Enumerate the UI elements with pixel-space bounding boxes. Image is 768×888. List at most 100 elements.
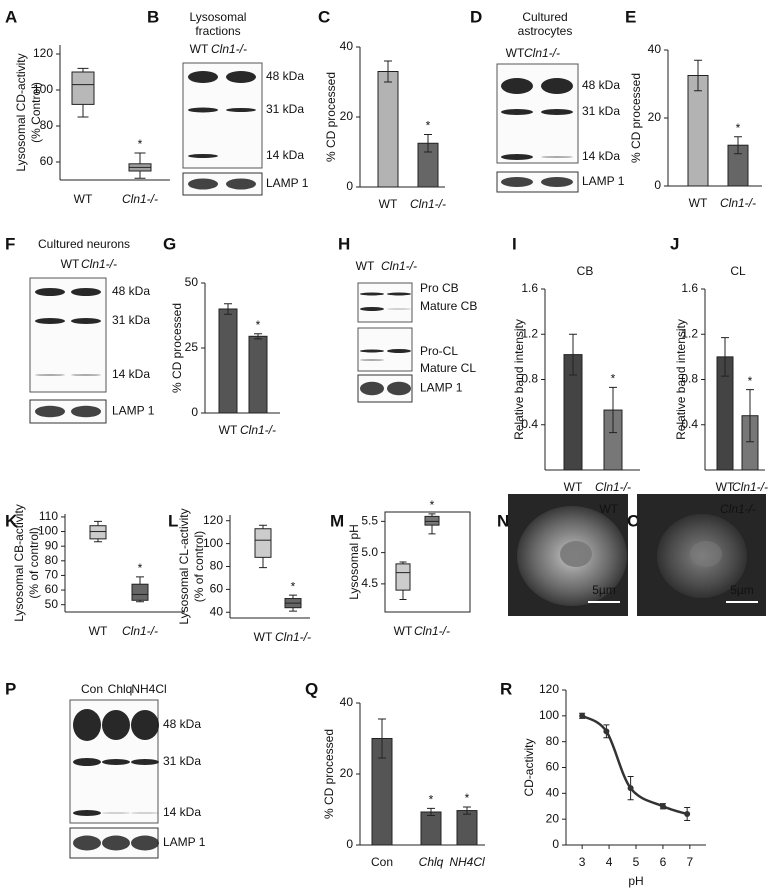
band	[360, 292, 384, 296]
loading-band	[501, 177, 533, 187]
y-axis-label: Lysosomal CB-activity	[12, 504, 26, 622]
lane-label: Con	[81, 682, 103, 696]
x-tick-label: WT	[689, 196, 708, 210]
y-tick-label: 0	[346, 837, 353, 851]
band	[501, 109, 533, 115]
x-tick-label: 7	[687, 855, 694, 869]
band	[226, 108, 256, 112]
y-tick-label: 120	[33, 46, 53, 60]
error-bar	[384, 60, 392, 83]
y-tick-label: 1.2	[521, 326, 538, 340]
y-tick-label: 4.5	[361, 576, 378, 590]
loading-band	[360, 381, 384, 396]
band	[360, 349, 384, 353]
band-label: 48 kDa	[266, 69, 304, 83]
panel-letter: J	[670, 234, 679, 253]
x-tick-label: WT	[564, 480, 583, 494]
y-tick-label: 100	[33, 82, 53, 96]
y-axis-label: % CD processed	[322, 729, 336, 819]
lane-label: Cln1-/-	[81, 257, 117, 271]
band	[131, 710, 159, 740]
loading-band	[226, 178, 256, 190]
y-tick-label: 0	[654, 178, 661, 192]
y-tick-label: 20	[340, 766, 354, 780]
annotation: *	[138, 137, 143, 151]
loading-band	[73, 835, 101, 851]
x-tick-label: WT	[89, 624, 108, 638]
panel-letter: O	[627, 511, 640, 530]
band	[226, 71, 256, 83]
panel-letter: L	[168, 511, 178, 530]
x-tick-label: WT	[254, 630, 273, 644]
blot-frame	[357, 282, 413, 323]
band	[188, 71, 218, 83]
lane-label: WT	[356, 259, 375, 273]
panel-letter: A	[5, 7, 17, 26]
lane-label: WT	[506, 46, 525, 60]
band-label: 14 kDa	[582, 149, 620, 163]
y-tick-label: 5.0	[361, 545, 378, 559]
band-label: 14 kDa	[266, 148, 304, 162]
image-label: Cln1-/-	[720, 502, 756, 516]
y-axis-label: % CD processed	[324, 72, 338, 162]
band	[387, 349, 411, 353]
x-tick-label: Cln1-/-	[122, 192, 158, 206]
band-label: 31 kDa	[582, 104, 620, 118]
band	[387, 308, 411, 310]
error-bar	[734, 136, 742, 155]
blot-title: Cultured neurons	[38, 237, 130, 251]
image-label: WT	[599, 502, 618, 516]
lane-label: NH4Cl	[131, 682, 166, 696]
scale-bar-label: 5µm	[592, 583, 616, 597]
panel-letter: P	[5, 679, 16, 698]
x-axis-label: pH	[628, 874, 643, 888]
bar	[248, 335, 268, 414]
point	[603, 728, 610, 735]
lane-label: Cln1-/-	[524, 46, 560, 60]
annotation: *	[256, 318, 261, 332]
bar	[218, 308, 238, 414]
loading-band	[71, 405, 101, 418]
y-tick-label: 60	[210, 582, 224, 596]
loading-label: LAMP 1	[266, 176, 309, 190]
blot-title: Cultured	[522, 10, 567, 24]
band-label: Mature CB	[420, 299, 477, 313]
annotation: *	[138, 561, 143, 575]
y-tick-label: 0.4	[521, 417, 538, 431]
blot-title: astrocytes	[518, 24, 573, 38]
band	[501, 78, 533, 94]
x-tick-label: WT	[716, 480, 735, 494]
band-label: 31 kDa	[112, 313, 150, 327]
y-axis-label: Lysosomal pH	[347, 524, 361, 600]
y-axis-label: Relative band intensity	[674, 319, 688, 440]
y-axis-label: % CD processed	[170, 303, 184, 393]
panel-letter: F	[5, 234, 15, 253]
error-bar	[424, 134, 432, 153]
panel-letter: G	[163, 234, 176, 253]
loading-label: LAMP 1	[582, 174, 625, 188]
band-label: 48 kDa	[112, 284, 150, 298]
x-tick-label: WT	[74, 192, 93, 206]
loading-band	[131, 835, 159, 851]
y-tick-label: 1.6	[681, 281, 698, 295]
y-tick-label: 110	[39, 509, 58, 523]
y-tick-label: 90	[45, 538, 59, 552]
band	[188, 154, 218, 158]
panel-letter: N	[497, 511, 509, 530]
y-tick-label: 40	[210, 604, 224, 618]
y-tick-label: 1.6	[521, 281, 538, 295]
bar	[377, 71, 399, 188]
x-tick-label: 5	[633, 855, 640, 869]
y-tick-label: 70	[45, 568, 59, 582]
y-tick-label: 80	[210, 559, 224, 573]
band	[102, 812, 130, 814]
point	[684, 811, 691, 817]
loading-band	[188, 178, 218, 190]
loading-band	[102, 835, 130, 851]
band-label: Pro-CL	[420, 344, 458, 358]
x-tick-label: Cln1-/-	[410, 197, 446, 211]
panel-letter: K	[5, 511, 18, 530]
x-tick-label: Chlq	[419, 855, 444, 869]
annotation: *	[430, 498, 435, 512]
panel-letter: R	[500, 679, 512, 698]
